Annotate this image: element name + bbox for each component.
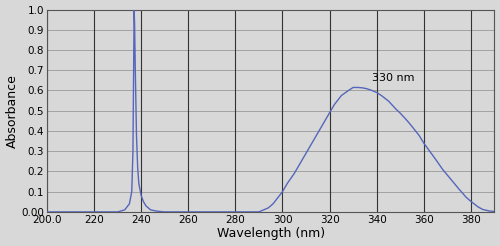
Y-axis label: Absorbance: Absorbance xyxy=(6,74,18,148)
Text: 330 nm: 330 nm xyxy=(372,73,414,83)
X-axis label: Wavelength (nm): Wavelength (nm) xyxy=(216,228,325,240)
